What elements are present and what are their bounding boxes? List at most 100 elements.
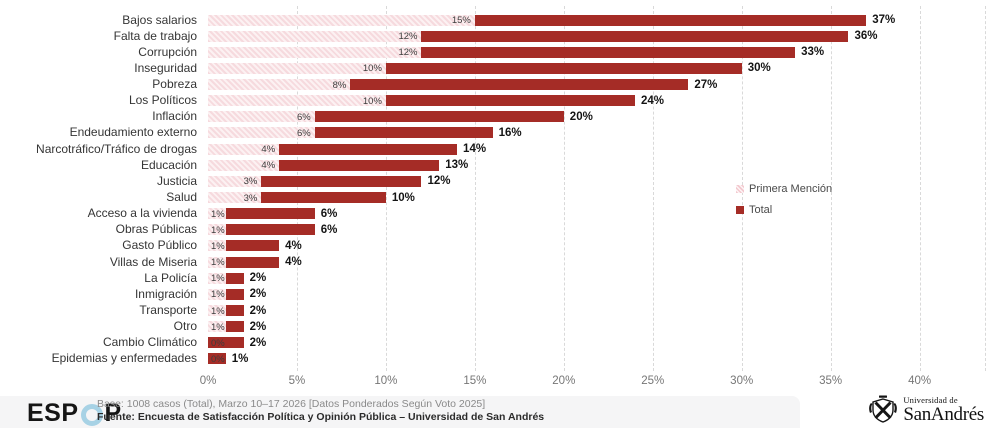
legend-label-total: Total xyxy=(749,204,773,216)
primera-mencion-value-label: 8% xyxy=(332,79,347,91)
total-bar-segment xyxy=(225,272,244,284)
primera-mencion-value-label: 15% xyxy=(451,15,471,26)
legend-label-primera-mencion: Primera Mención xyxy=(749,183,833,195)
total-value-label: 24% xyxy=(640,94,664,107)
total-value-label: 2% xyxy=(249,320,267,333)
plot-right-border xyxy=(985,6,987,371)
primera-mencion-bar-segment xyxy=(208,111,315,123)
total-bar-segment xyxy=(314,111,564,123)
total-bar-segment xyxy=(421,30,849,42)
category-label: Acceso a la vivienda xyxy=(87,206,197,221)
espop-logo: ESP P xyxy=(27,399,122,428)
total-bar-segment xyxy=(225,288,244,300)
total-bar-segment xyxy=(421,46,796,58)
total-value-label: 30% xyxy=(747,62,771,75)
category-label: Pobreza xyxy=(152,77,197,92)
primera-mencion-value-label: 6% xyxy=(297,111,311,123)
category-label: Los Políticos xyxy=(128,93,197,108)
total-value-label: 20% xyxy=(569,110,593,123)
universidad-san-andres-logo: Universidad de SanAndrés xyxy=(867,395,984,425)
primera-mencion-value-label: 3% xyxy=(243,176,258,188)
primera-mencion-value-label: 1% xyxy=(211,240,225,252)
x-axis-tick-label: 0% xyxy=(199,375,217,387)
total-bar-segment xyxy=(225,208,315,220)
total-bar-segment xyxy=(261,192,386,204)
primera-mencion-bar-segment xyxy=(208,321,226,333)
espop-logo-text-suffix: P xyxy=(104,399,122,427)
primera-mencion-bar-segment xyxy=(208,62,386,74)
total-value-label: 16% xyxy=(498,126,522,139)
primera-mencion-value-label: 1% xyxy=(211,257,225,269)
primera-mencion-bar-segment xyxy=(208,192,262,204)
x-axis-tick-label: 15% xyxy=(463,375,487,387)
total-value-label: 6% xyxy=(320,223,338,236)
category-label: Corrupción xyxy=(138,44,197,59)
primera-mencion-swatch-icon xyxy=(736,185,744,193)
total-value-label: 10% xyxy=(391,191,415,204)
footnote: Base: 1008 casos (Total), Marzo 10–17 20… xyxy=(97,398,544,423)
category-label: Bajos salarios xyxy=(122,12,197,27)
category-label: Endeudamiento externo xyxy=(69,125,197,140)
footer-background xyxy=(0,396,800,428)
category-label: Inflación xyxy=(152,109,197,124)
plot-area: 0% 5% 10% 15% 20% 25% 30% 35% 40% Bajos salarios 1… xyxy=(36,6,987,387)
total-value-label: 2% xyxy=(249,336,267,349)
total-value-label: 2% xyxy=(249,272,267,285)
total-bar-segment xyxy=(261,175,422,187)
primera-mencion-bar-segment xyxy=(208,30,422,42)
x-axis-tick-label: 35% xyxy=(819,375,843,387)
x-gridline xyxy=(919,6,921,371)
total-bar-segment xyxy=(225,321,244,333)
x-axis-tick-label: 5% xyxy=(288,375,306,387)
primera-mencion-value-label: 10% xyxy=(362,95,382,107)
primera-mencion-bar-segment xyxy=(208,272,226,284)
total-value-label: 2% xyxy=(249,288,267,301)
footnote-base-line: Base: 1008 casos (Total), Marzo 10–17 20… xyxy=(97,398,486,410)
primera-mencion-value-label: 0% xyxy=(211,337,225,349)
category-label: Narcotráfico/Tráfico de drogas xyxy=(36,141,197,156)
primera-mencion-bar-segment xyxy=(208,95,386,107)
category-label: La Policía xyxy=(144,270,197,285)
primera-mencion-value-label: 3% xyxy=(243,192,258,204)
total-bar-segment xyxy=(385,62,742,74)
total-bar-segment xyxy=(208,337,244,349)
x-axis-tick-label: 40% xyxy=(908,375,932,387)
primera-mencion-bar-segment xyxy=(208,127,315,139)
espop-o-ring-icon xyxy=(80,403,103,426)
total-value-label: 37% xyxy=(872,14,896,26)
primera-mencion-bar-segment xyxy=(208,256,226,268)
category-label: Educación xyxy=(140,157,197,172)
primera-mencion-bar-segment xyxy=(208,159,280,171)
total-bar-segment xyxy=(279,143,458,155)
x-gridline xyxy=(563,6,565,371)
legend-entry-total: Total xyxy=(736,204,832,216)
x-gridline xyxy=(652,6,654,371)
primera-mencion-bar-segment xyxy=(208,143,280,155)
x-gridline xyxy=(385,6,387,371)
category-label: Salud xyxy=(166,190,197,205)
total-bar-segment xyxy=(314,127,493,139)
x-axis-tick-label: 25% xyxy=(641,375,665,387)
x-gridline xyxy=(474,6,476,371)
primera-mencion-bar-segment xyxy=(208,46,422,58)
total-bar-segment xyxy=(208,353,226,365)
primera-mencion-bar-segment xyxy=(208,288,226,300)
primera-mencion-value-label: 0% xyxy=(211,353,225,365)
footnote-fuente-line: Fuente: Encuesta de Satisfacción Polític… xyxy=(97,410,545,423)
primera-mencion-value-label: 1% xyxy=(211,224,225,236)
category-label: Epidemias y enfermedades xyxy=(51,351,197,366)
legend-entry-primera-mencion: Primera Mención xyxy=(736,183,832,195)
total-swatch-icon xyxy=(736,206,744,214)
primera-mencion-value-label: 1% xyxy=(211,321,225,333)
primera-mencion-bar-segment xyxy=(208,14,475,26)
total-bar-segment xyxy=(225,305,244,317)
primera-mencion-bar-segment xyxy=(208,305,226,317)
university-name-text: SanAndrés xyxy=(903,404,984,425)
primera-mencion-value-label: 4% xyxy=(261,144,276,156)
total-value-label: 14% xyxy=(463,143,487,156)
category-label: Obras Públicas xyxy=(115,222,197,237)
total-value-label: 36% xyxy=(854,30,878,43)
x-gridline xyxy=(830,6,832,371)
primera-mencion-value-label: 1% xyxy=(211,273,225,285)
